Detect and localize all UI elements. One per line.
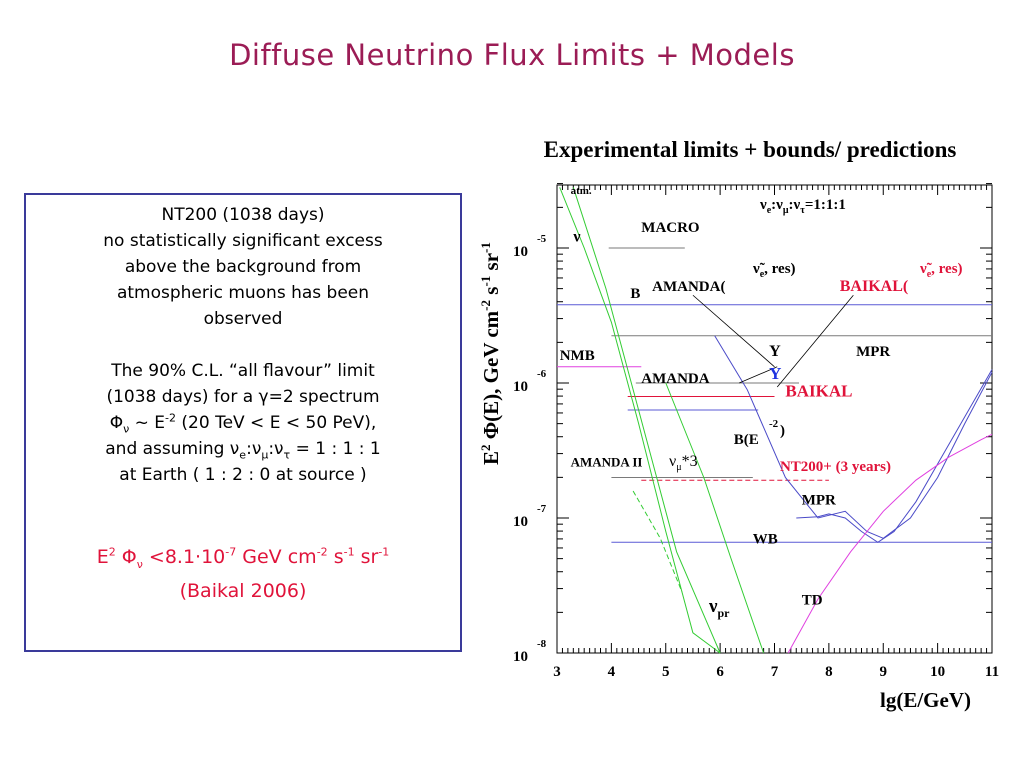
x-tick-label: 6 — [716, 664, 724, 680]
series-layer — [557, 187, 993, 654]
annotation-label: MPR — [856, 344, 890, 360]
annotation-label: MACRO — [641, 220, 699, 236]
series-line-series-13 — [632, 490, 683, 593]
x-axis-label: lg(E/GeV) — [880, 688, 971, 712]
x-tick-label: 4 — [608, 664, 616, 680]
axis-ticks: 3 4 5 6 7 8 9 10 11 10 -5 10 -6 10 -7 10 -8 — [513, 183, 999, 680]
annotation-label: ν — [572, 228, 580, 245]
y-tick-exponent: -6 — [537, 368, 547, 380]
info-line: at Earth ( 1 : 2 : 0 at source ) — [119, 465, 367, 485]
series-line-atm — [559, 187, 721, 654]
x-tick-label: 7 — [771, 664, 779, 680]
baikal-res-label: ν̃e, res) — [919, 261, 963, 280]
x-tick-label: 3 — [553, 664, 561, 680]
info-box: NT200 (1038 days) no statistically signi… — [24, 193, 462, 652]
flavour-ratio-label: νe:νμ:ντ=1:1:1 — [759, 197, 846, 216]
annotation-layer: atm. ν MACRO B NMB AMANDA BAIKAL B(E AMANDA II NT… — [560, 185, 908, 608]
amanda-ii-factor-label: νμ*3 — [669, 453, 698, 473]
y-axis-label: E2 Φ(E), GeV cm-2 s-1 sr-1 — [478, 242, 503, 465]
result-reference: (Baikal 2006) — [179, 580, 307, 602]
b-e-exponent: -2 — [769, 418, 779, 430]
y-tick-exponent: -8 — [537, 638, 547, 650]
y-tick-label: 10 — [513, 379, 528, 395]
annotation-label: MPR — [802, 493, 836, 509]
y-tick-exponent: -5 — [537, 233, 547, 245]
annotation-label: WB — [753, 532, 778, 548]
annotation-label: Y — [769, 364, 781, 383]
annotation-label: B — [630, 286, 640, 302]
series-line-series-11 — [572, 187, 721, 654]
annotation-label: atm. — [571, 185, 592, 197]
y-tick-exponent: -7 — [537, 503, 547, 515]
series-line-mpr — [796, 369, 993, 543]
annotation-label: BAIKAL( — [840, 278, 908, 295]
y-tick-label: 10 — [513, 514, 528, 530]
pointer-line — [776, 294, 854, 388]
flux-limit-result: E2 Φν <8.1·10-7 GeV cm-2 s-1 sr-1 — [96, 545, 390, 571]
pointer-line — [738, 366, 778, 384]
amanda-res-label: ν̃e, res) — [752, 261, 796, 280]
x-tick-label: 5 — [662, 664, 670, 680]
annotation-label: BAIKAL — [785, 382, 852, 401]
info-line: no statistically significant excess — [103, 231, 383, 251]
annotation-label: NMB — [560, 348, 595, 364]
x-tick-label: 8 — [825, 664, 833, 680]
b-e-close: ) — [780, 423, 785, 439]
x-tick-label: 11 — [985, 664, 999, 680]
info-line: Φν ~ E-2 (20 TeV < E < 50 PeV), — [109, 411, 377, 436]
nu-pr-label: νpr — [708, 596, 730, 620]
y-tick-label: 10 — [513, 244, 528, 260]
info-line: atmospheric muons has been — [116, 283, 370, 303]
chart-title: Experimental limits + bounds/ prediction… — [543, 137, 957, 162]
info-line: The 90% C.L. “all flavour” limit — [111, 361, 375, 381]
series-line-pr — [665, 382, 765, 654]
info-line: (1038 days) for a γ=2 spectrum — [106, 387, 380, 407]
info-line: above the background from — [124, 257, 362, 277]
annotation-label: NT200+ (3 years) — [780, 459, 891, 475]
pointer-line — [692, 294, 775, 368]
annotation-label: Y — [769, 343, 781, 360]
slide-title: Diffuse Neutrino Flux Limits + Models — [229, 38, 795, 72]
annotation-label: AMANDA — [641, 371, 709, 387]
x-tick-label: 9 — [880, 664, 888, 680]
info-line: observed — [203, 309, 283, 329]
annotation-label: AMANDA( — [652, 279, 725, 295]
info-line: NT200 (1038 days) — [161, 205, 325, 225]
info-line: and assuming νe:νμ:ντ = 1 : 1 : 1 — [105, 439, 381, 462]
annotation-label: B(E — [734, 432, 759, 448]
annotation-label: TD — [802, 592, 823, 608]
x-tick-label: 10 — [930, 664, 945, 680]
annotation-label: AMANDA II — [571, 455, 643, 470]
series-line-td — [787, 433, 993, 654]
y-tick-label: 10 — [513, 649, 528, 665]
